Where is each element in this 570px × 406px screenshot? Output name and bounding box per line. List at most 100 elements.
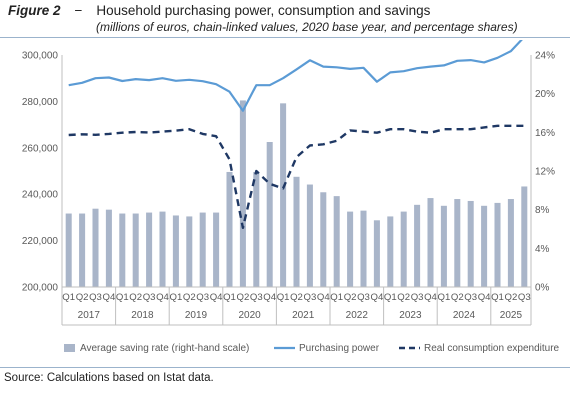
saving-rate-bar <box>253 171 260 287</box>
saving-rate-bar <box>373 220 380 287</box>
saving-rate-bar <box>119 213 126 287</box>
chart-legend: Average saving rate (right-hand scale) Pu… <box>64 343 560 354</box>
x-tick-label: Q3 <box>89 292 102 303</box>
x-tick-label: Q1 <box>330 292 343 303</box>
chart-axes: 200,000 220,000 240,000 260,000 280,000 300,0… <box>22 51 555 326</box>
x-tick-label: Q3 <box>303 292 316 303</box>
saving-rate-bar <box>521 186 528 287</box>
saving-rate-bar <box>199 212 206 287</box>
year-label: 2021 <box>292 310 315 321</box>
y-left-tick-label: 280,000 <box>22 97 59 108</box>
x-tick-label: Q1 <box>277 292 290 303</box>
saving-rate-bar <box>360 210 367 287</box>
chart: 200,000 220,000 240,000 260,000 280,000 300,0… <box>22 40 560 354</box>
x-tick-label: Q1 <box>116 292 129 303</box>
x-tick-label: Q3 <box>357 292 370 303</box>
saving-rate-bar <box>266 142 273 287</box>
saving-rate-bar <box>239 100 246 287</box>
x-tick-label: Q1 <box>169 292 182 303</box>
y-right-tick-label: 12% <box>535 167 555 178</box>
year-label: 2023 <box>399 310 422 321</box>
year-label: 2019 <box>185 310 208 321</box>
figure-title-row: Figure 2− Household purchasing power, con… <box>8 2 564 19</box>
title-separator: − <box>74 3 83 18</box>
year-label: 2020 <box>238 310 261 321</box>
saving-rate-bar <box>387 216 394 287</box>
y-right-tick-label: 0% <box>535 283 550 294</box>
year-label: 2022 <box>346 310 369 321</box>
y-left-tick-label: 300,000 <box>22 51 59 62</box>
saving-rate-bar <box>454 199 461 287</box>
x-tick-label: Q2 <box>129 292 142 303</box>
saving-rate-bar <box>172 215 179 287</box>
bottom-rule <box>0 367 570 368</box>
x-tick-label: Q2 <box>397 292 410 303</box>
chart-lines <box>68 40 525 230</box>
figure-label: Figure 2 <box>8 3 61 18</box>
saving-rate-bars <box>65 100 528 287</box>
saving-rate-bar <box>159 211 166 287</box>
saving-rate-bar <box>226 171 233 287</box>
saving-rate-bar <box>92 208 99 287</box>
x-tick-label: Q4 <box>263 292 276 303</box>
top-rule <box>0 37 570 38</box>
figure-title: Household purchasing power, consumption … <box>96 3 431 18</box>
saving-rate-bar <box>213 212 220 287</box>
saving-rate-bar <box>507 199 514 287</box>
saving-rate-bar <box>79 213 86 287</box>
x-tick-label: Q4 <box>317 292 330 303</box>
x-tick-label: Q3 <box>143 292 156 303</box>
x-tick-label: Q3 <box>411 292 424 303</box>
y-left-tick-label: 240,000 <box>22 190 59 201</box>
consumption-line <box>68 124 525 230</box>
x-tick-label: Q4 <box>424 292 437 303</box>
saving-rate-bar <box>280 103 287 287</box>
year-label: 2024 <box>453 310 476 321</box>
x-tick-label: Q2 <box>504 292 517 303</box>
saving-rate-bar <box>333 196 340 287</box>
x-tick-label: Q2 <box>76 292 89 303</box>
saving-rate-bar <box>467 200 474 287</box>
y-left-tick-label: 220,000 <box>22 236 59 247</box>
x-tick-label: Q4 <box>102 292 115 303</box>
x-tick-label: Q2 <box>290 292 303 303</box>
figure-subtitle: (millions of euros, chain-linked values,… <box>96 20 518 34</box>
saving-rate-bar <box>306 184 313 287</box>
y-left-tick-label: 260,000 <box>22 143 59 154</box>
source-note: Source: Calculations based on Istat data… <box>4 372 214 384</box>
legend-label-consumption: Real consumption expenditure <box>424 343 560 354</box>
x-tick-label: Q2 <box>344 292 357 303</box>
y-right-tick-label: 16% <box>535 128 555 139</box>
y-left-tick-label: 200,000 <box>22 283 59 294</box>
saving-rate-bar <box>320 192 327 287</box>
x-tick-label: Q1 <box>384 292 397 303</box>
saving-rate-bar <box>186 216 193 287</box>
x-tick-label: Q1 <box>491 292 504 303</box>
saving-rate-bar <box>427 198 434 287</box>
x-tick-label: Q3 <box>196 292 209 303</box>
x-tick-label: Q1 <box>62 292 75 303</box>
x-tick-label: Q2 <box>236 292 249 303</box>
saving-rate-bar <box>440 205 447 287</box>
y-right-tick-label: 4% <box>535 244 550 255</box>
x-tick-label: Q4 <box>156 292 169 303</box>
saving-rate-bar <box>105 209 112 287</box>
saving-rate-bar <box>494 202 501 287</box>
y-right-tick-label: 24% <box>535 51 555 62</box>
saving-rate-bar <box>347 211 354 287</box>
saving-rate-bar <box>132 213 139 287</box>
x-tick-label: Q2 <box>183 292 196 303</box>
x-tick-label: Q1 <box>437 292 450 303</box>
x-tick-label: Q3 <box>464 292 477 303</box>
x-tick-label: Q3 <box>250 292 263 303</box>
x-tick-label: Q1 <box>223 292 236 303</box>
saving-rate-bar <box>400 211 407 287</box>
legend-swatch-saving-rate <box>64 344 75 352</box>
y-right-tick-label: 20% <box>535 89 555 100</box>
purchasing-power-line <box>68 40 523 112</box>
y-right-tick-label: 8% <box>535 205 550 216</box>
saving-rate-bar <box>414 204 421 287</box>
saving-rate-bar <box>293 176 300 287</box>
legend-label-saving-rate: Average saving rate (right-hand scale) <box>80 343 249 354</box>
x-tick-label: Q4 <box>478 292 491 303</box>
